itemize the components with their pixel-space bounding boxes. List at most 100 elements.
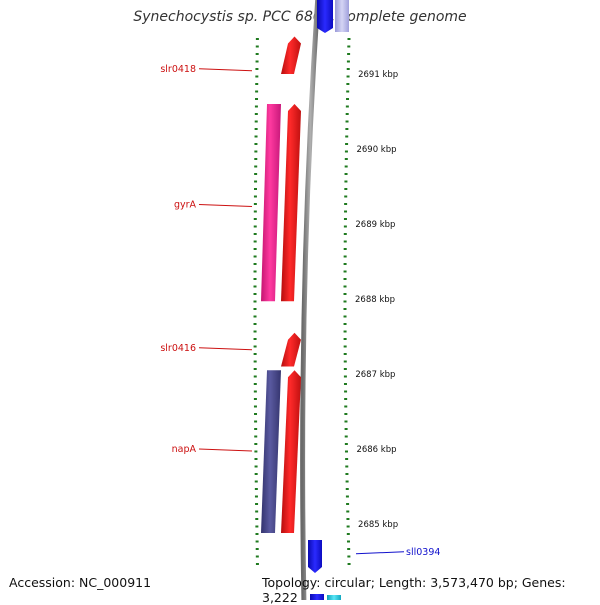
minor-tick: [347, 563, 351, 565]
minor-tick: [255, 525, 259, 528]
gene-slr0418: [281, 36, 301, 74]
minor-tick: [254, 150, 258, 153]
minor-tick: [343, 285, 347, 288]
minor-tick: [344, 203, 348, 205]
page-title: Synechocystis sp. PCC 6803, complete gen…: [133, 9, 467, 25]
minor-tick: [346, 98, 350, 100]
minor-tick: [343, 233, 347, 235]
minor-tick: [253, 330, 257, 333]
topology-text: Topology: circular; Length: 3,573,470 bp…: [262, 575, 566, 605]
minor-tick: [345, 473, 349, 475]
minor-tick: [346, 503, 350, 505]
gene-reverse-bottom-2: [327, 595, 341, 600]
gene-label-slr0418: slr0418: [160, 64, 196, 75]
gene-reverse-top-2: [335, 0, 349, 32]
gene-label-gyrA: gyrA: [174, 200, 197, 211]
minor-tick: [346, 68, 350, 70]
minor-tick: [255, 38, 259, 40]
minor-tick: [345, 120, 349, 123]
gene-gyrA: [261, 104, 281, 302]
minor-tick: [253, 240, 257, 243]
minor-tick: [346, 83, 350, 85]
minor-tick: [253, 248, 257, 250]
accession-text: Accession: NC_000911: [9, 575, 152, 590]
gene-label-napA: napA: [172, 444, 197, 455]
minor-tick: [255, 68, 259, 70]
minor-tick: [345, 135, 349, 138]
minor-tick: [255, 45, 259, 48]
scale-label: 2690 kbp: [356, 145, 396, 155]
minor-tick: [255, 510, 259, 513]
minor-tick: [253, 375, 257, 378]
minor-tick: [345, 495, 349, 498]
minor-tick: [347, 555, 351, 558]
minor-tick: [254, 458, 258, 460]
minor-tick: [255, 60, 259, 63]
minor-tick: [255, 503, 259, 505]
minor-tick: [345, 105, 349, 108]
minor-tick: [255, 563, 259, 565]
minor-tick: [345, 488, 349, 490]
minor-tick: [344, 165, 348, 168]
minor-tick: [344, 390, 348, 393]
minor-tick: [254, 473, 258, 475]
minor-tick: [344, 188, 348, 190]
minor-tick: [254, 413, 258, 415]
minor-tick: [254, 480, 258, 483]
minor-tick: [343, 218, 347, 220]
label-leader-line: [198, 68, 253, 72]
minor-tick: [253, 405, 257, 408]
minor-tick: [346, 525, 350, 528]
minor-tick: [345, 480, 349, 483]
scale-ticks-forward: [253, 38, 259, 565]
minor-tick: [343, 323, 347, 325]
minor-tick: [255, 533, 259, 535]
label-leader-line: [198, 347, 253, 351]
minor-tick: [255, 98, 259, 100]
gene-napA: [261, 370, 281, 533]
minor-tick: [345, 128, 349, 130]
minor-tick: [344, 450, 348, 453]
scale-label: 2687 kbp: [355, 370, 395, 380]
minor-tick: [343, 383, 347, 385]
minor-tick: [343, 225, 347, 228]
minor-tick: [343, 308, 347, 310]
minor-tick: [253, 398, 257, 400]
minor-tick: [344, 435, 348, 438]
minor-tick: [346, 518, 350, 520]
minor-tick: [346, 540, 350, 543]
minor-tick: [255, 53, 259, 55]
minor-tick: [343, 240, 347, 243]
minor-tick: [344, 210, 348, 213]
scale-label: 2691 kbp: [358, 70, 398, 80]
minor-tick: [345, 143, 349, 145]
minor-tick: [344, 420, 348, 423]
minor-tick: [345, 458, 349, 460]
label-leader-line: [198, 204, 253, 207]
minor-tick: [254, 443, 258, 445]
minor-tick: [344, 150, 348, 153]
minor-tick: [254, 495, 258, 498]
minor-tick: [254, 428, 258, 430]
minor-tick: [253, 323, 257, 325]
minor-tick: [253, 210, 257, 213]
minor-tick: [343, 353, 347, 355]
minor-tick: [254, 488, 258, 490]
minor-tick: [344, 180, 348, 183]
gene-features: [261, 36, 301, 533]
minor-tick: [255, 555, 259, 558]
minor-tick: [343, 315, 347, 318]
minor-tick: [255, 548, 259, 550]
minor-tick: [254, 173, 258, 175]
minor-tick: [253, 285, 257, 288]
minor-tick: [255, 83, 259, 85]
scale-ticks-reverse: [343, 38, 351, 565]
minor-tick: [345, 465, 349, 468]
minor-tick: [253, 233, 257, 235]
minor-tick: [347, 53, 351, 55]
minor-tick: [345, 113, 349, 115]
minor-tick: [253, 383, 257, 385]
minor-tick: [346, 90, 350, 93]
